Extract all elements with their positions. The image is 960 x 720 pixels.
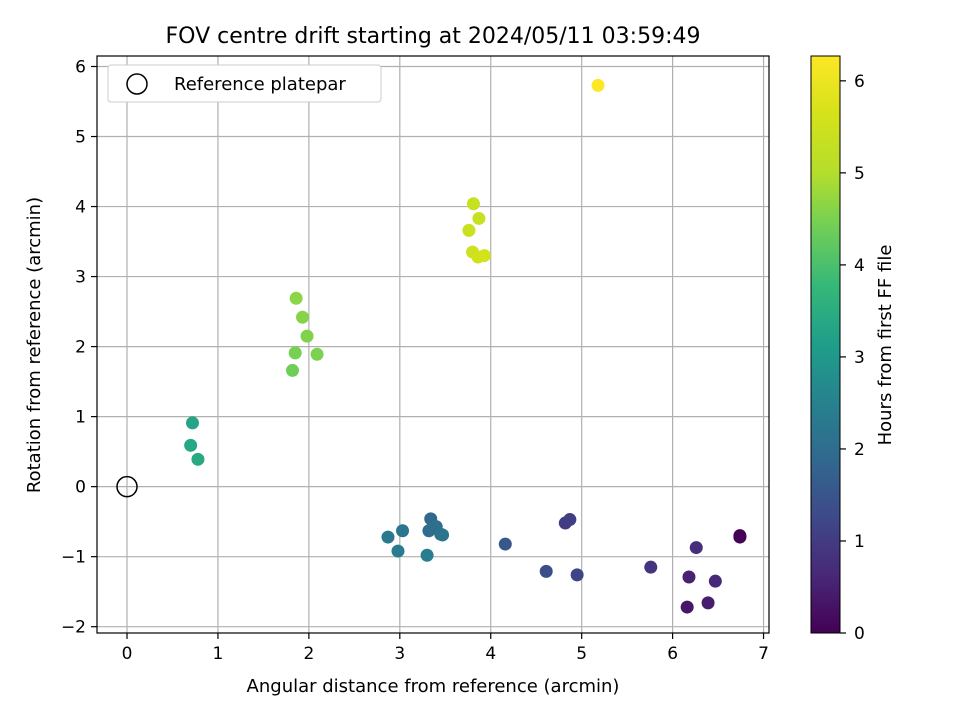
legend-marker-icon — [126, 73, 148, 95]
data-point — [477, 249, 491, 263]
x-tick-label: 0 — [122, 644, 133, 664]
x-tick-label: 3 — [394, 644, 405, 664]
data-point — [420, 548, 434, 562]
data-points — [184, 78, 747, 614]
x-tick-label: 7 — [758, 644, 769, 664]
colorbar-ticks: 0 1 2 3 4 5 6 — [840, 72, 865, 644]
data-point — [310, 347, 324, 361]
y-tick-label: 5 — [75, 128, 86, 148]
chart-title: FOV centre drift starting at 2024/05/11 … — [166, 24, 701, 49]
data-point — [680, 600, 694, 614]
y-tick-label: −1 — [61, 548, 86, 568]
y-tick-label: 6 — [75, 58, 86, 78]
data-point — [733, 530, 747, 544]
y-tick-label: 4 — [75, 198, 86, 218]
colorbar-tick-label: 1 — [854, 532, 865, 552]
axis-ticks: 0 1 2 3 4 5 6 7 −2 −1 0 1 2 3 4 5 6 — [61, 58, 769, 664]
colorbar-label: Hours from first FF file — [875, 245, 896, 446]
data-point — [708, 574, 722, 588]
legend-label: Reference platepar — [174, 74, 346, 95]
data-point — [300, 329, 314, 343]
colorbar-tick-label: 4 — [854, 256, 865, 276]
data-point — [689, 541, 703, 555]
data-point — [591, 78, 605, 92]
colorbar-tick-label: 2 — [854, 440, 865, 460]
grid-lines — [97, 56, 769, 633]
data-point — [436, 528, 450, 542]
y-tick-label: 1 — [75, 408, 86, 428]
plot-frame — [96, 55, 770, 634]
y-tick-label: −2 — [61, 618, 86, 638]
data-point — [289, 291, 303, 305]
colorbar-tick-label: 6 — [854, 72, 865, 92]
data-point — [539, 564, 553, 578]
data-point — [498, 537, 512, 551]
x-tick-label: 4 — [485, 644, 496, 664]
colorbar-tick-label: 5 — [854, 164, 865, 184]
data-point — [570, 568, 584, 582]
data-point — [682, 570, 696, 584]
colorbar: 0 1 2 3 4 5 6 Hours from first FF file — [810, 55, 896, 644]
data-point — [472, 211, 486, 225]
y-tick-label: 2 — [75, 338, 86, 358]
x-tick-label: 2 — [303, 644, 314, 664]
x-tick-label: 5 — [576, 644, 587, 664]
data-point — [184, 438, 198, 452]
data-point — [563, 513, 577, 527]
legend: Reference platepar — [107, 64, 382, 103]
data-point — [466, 197, 480, 211]
data-point — [296, 310, 310, 324]
colorbar-tick-label: 3 — [854, 348, 865, 368]
colorbar-gradient — [810, 55, 841, 634]
x-axis-label: Angular distance from reference (arcmin) — [247, 676, 620, 697]
data-point — [191, 452, 205, 466]
y-axis-label: Rotation from reference (arcmin) — [24, 197, 45, 493]
data-point — [185, 416, 199, 430]
data-point — [701, 596, 715, 610]
y-tick-label: 3 — [75, 268, 86, 288]
reference-platepar-marker — [116, 475, 138, 498]
data-point — [462, 223, 476, 237]
data-point — [391, 544, 405, 558]
data-point — [381, 530, 395, 544]
y-tick-label: 0 — [75, 478, 86, 498]
data-point — [644, 560, 658, 574]
data-point — [286, 363, 300, 377]
legend-box — [107, 64, 382, 103]
x-tick-label: 1 — [213, 644, 224, 664]
data-point — [396, 524, 410, 538]
data-point — [288, 346, 302, 360]
x-tick-label: 6 — [667, 644, 678, 664]
colorbar-tick-label: 0 — [854, 624, 865, 644]
